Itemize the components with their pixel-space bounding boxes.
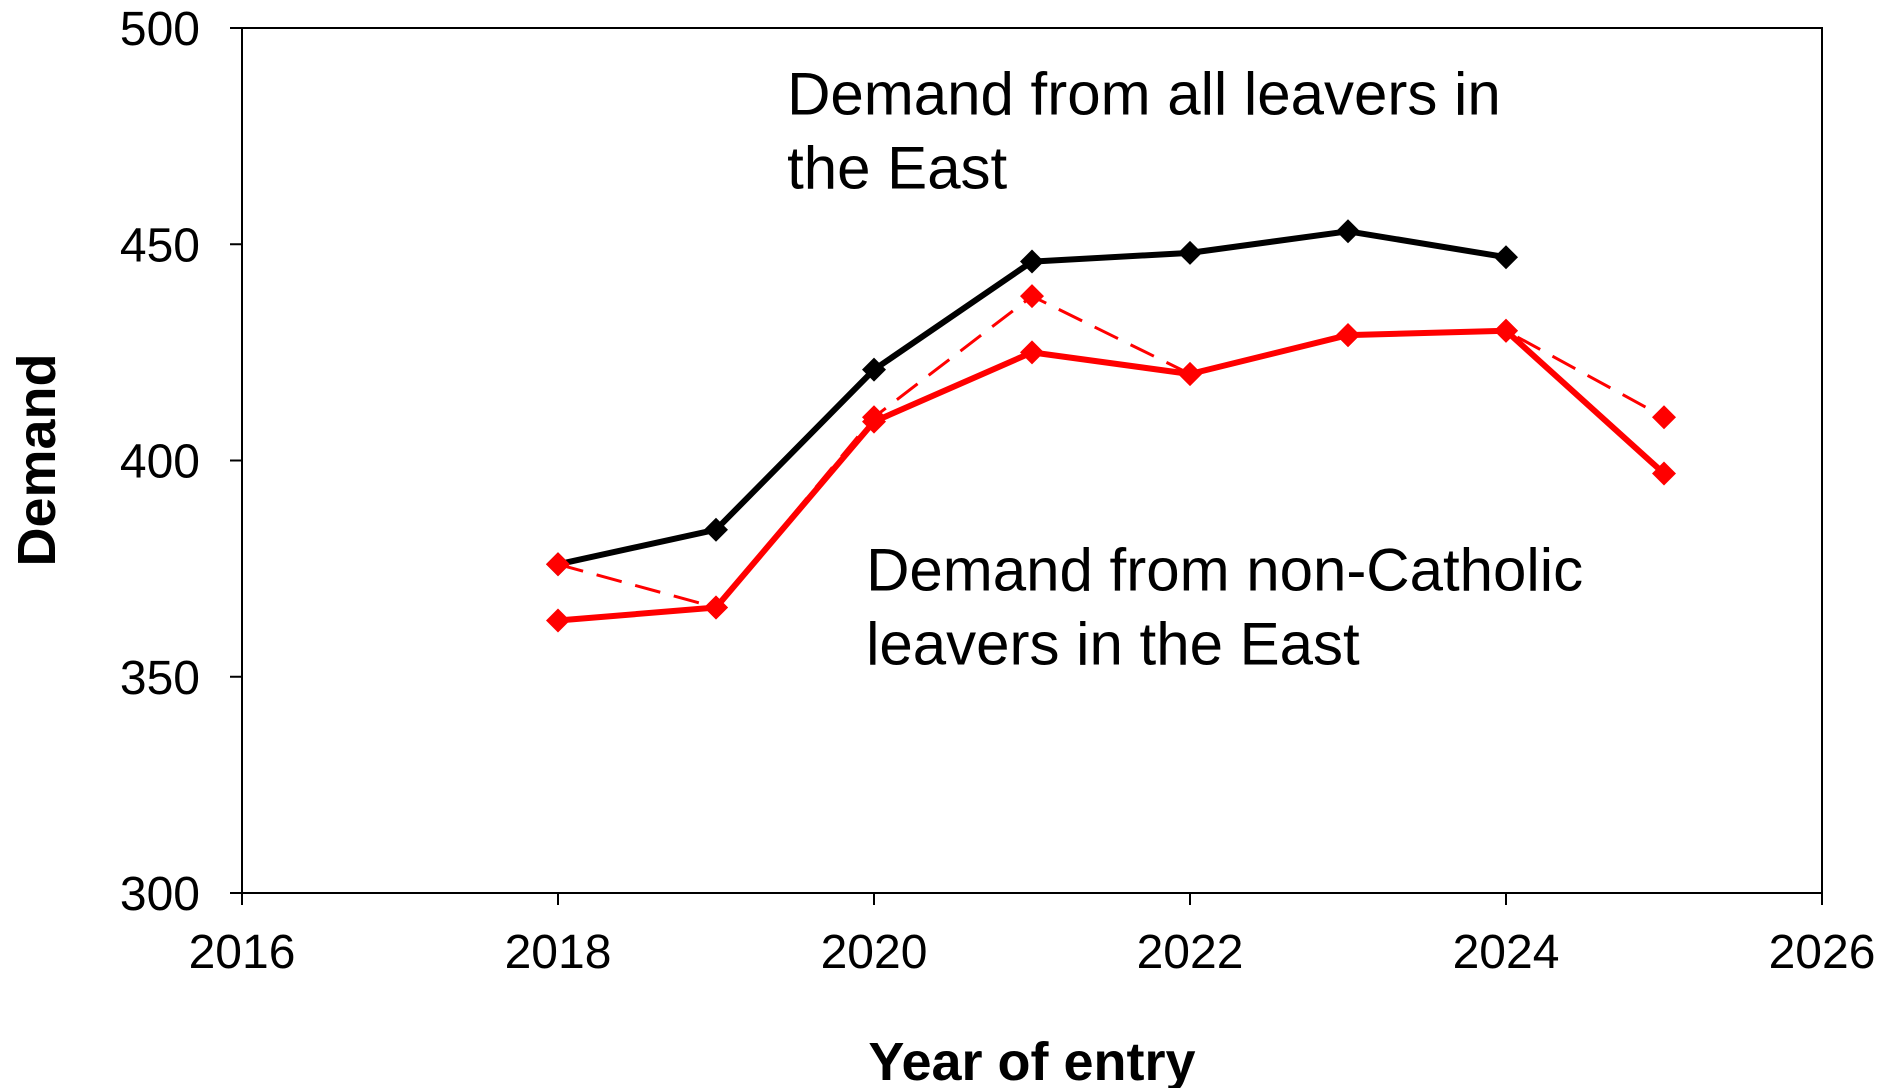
data-point-marker bbox=[1336, 219, 1360, 244]
data-point-marker bbox=[1020, 340, 1044, 365]
y-tick-label: 450 bbox=[120, 219, 200, 272]
x-tick-label: 2024 bbox=[1453, 926, 1560, 979]
x-tick-label: 2022 bbox=[1137, 926, 1244, 979]
y-tick-label: 300 bbox=[120, 868, 200, 921]
data-point-marker bbox=[1178, 362, 1202, 386]
data-point-marker bbox=[546, 608, 570, 633]
data-point-marker bbox=[862, 357, 886, 382]
annotation-label: Demand from all leavers in the East bbox=[787, 61, 1501, 202]
y-tick-labels: 300 350 400 450 500 bbox=[120, 3, 200, 921]
data-point-marker bbox=[1652, 461, 1676, 486]
annotation-label: Demand from non-Catholic leavers in the E… bbox=[866, 536, 1583, 677]
data-point-marker bbox=[1020, 284, 1044, 309]
y-tick-label: 500 bbox=[120, 3, 200, 56]
data-point-marker bbox=[704, 595, 728, 620]
series-layer bbox=[546, 219, 1676, 633]
x-tick-labels: 2016 2018 2020 2022 2024 2026 bbox=[189, 926, 1876, 979]
series-line bbox=[557, 327, 1667, 624]
x-tick-label: 2016 bbox=[189, 926, 296, 979]
data-point-marker bbox=[1336, 323, 1360, 348]
y-axis-title: Demand bbox=[7, 353, 67, 566]
y-tick-marks bbox=[230, 27, 242, 894]
annotation-layer: Demand from all leavers in the EastDemand… bbox=[787, 61, 1583, 678]
data-point-marker bbox=[862, 409, 886, 434]
x-tick-label: 2018 bbox=[505, 926, 612, 979]
data-point-marker bbox=[1652, 405, 1676, 430]
annotation-line: Demand from non-Catholic bbox=[866, 536, 1583, 603]
annotation-line: the East bbox=[787, 135, 1007, 202]
x-tick-marks bbox=[241, 893, 1823, 905]
y-tick-label: 400 bbox=[120, 436, 200, 489]
x-axis-title: Year of entry bbox=[868, 1032, 1195, 1088]
x-tick-label: 2026 bbox=[1769, 926, 1876, 979]
annotation-line: leavers in the East bbox=[866, 610, 1360, 677]
annotation-line: Demand from all leavers in bbox=[787, 61, 1501, 128]
data-point-marker bbox=[1494, 245, 1518, 270]
data-point-marker bbox=[1020, 249, 1044, 274]
data-point-marker bbox=[546, 552, 570, 577]
data-point-marker bbox=[1494, 318, 1518, 343]
series-3 bbox=[546, 318, 1676, 633]
x-tick-label: 2020 bbox=[821, 926, 928, 979]
data-point-marker bbox=[704, 517, 728, 542]
y-tick-label: 350 bbox=[120, 652, 200, 705]
plot-area bbox=[241, 27, 1823, 894]
data-point-marker bbox=[1178, 240, 1202, 265]
